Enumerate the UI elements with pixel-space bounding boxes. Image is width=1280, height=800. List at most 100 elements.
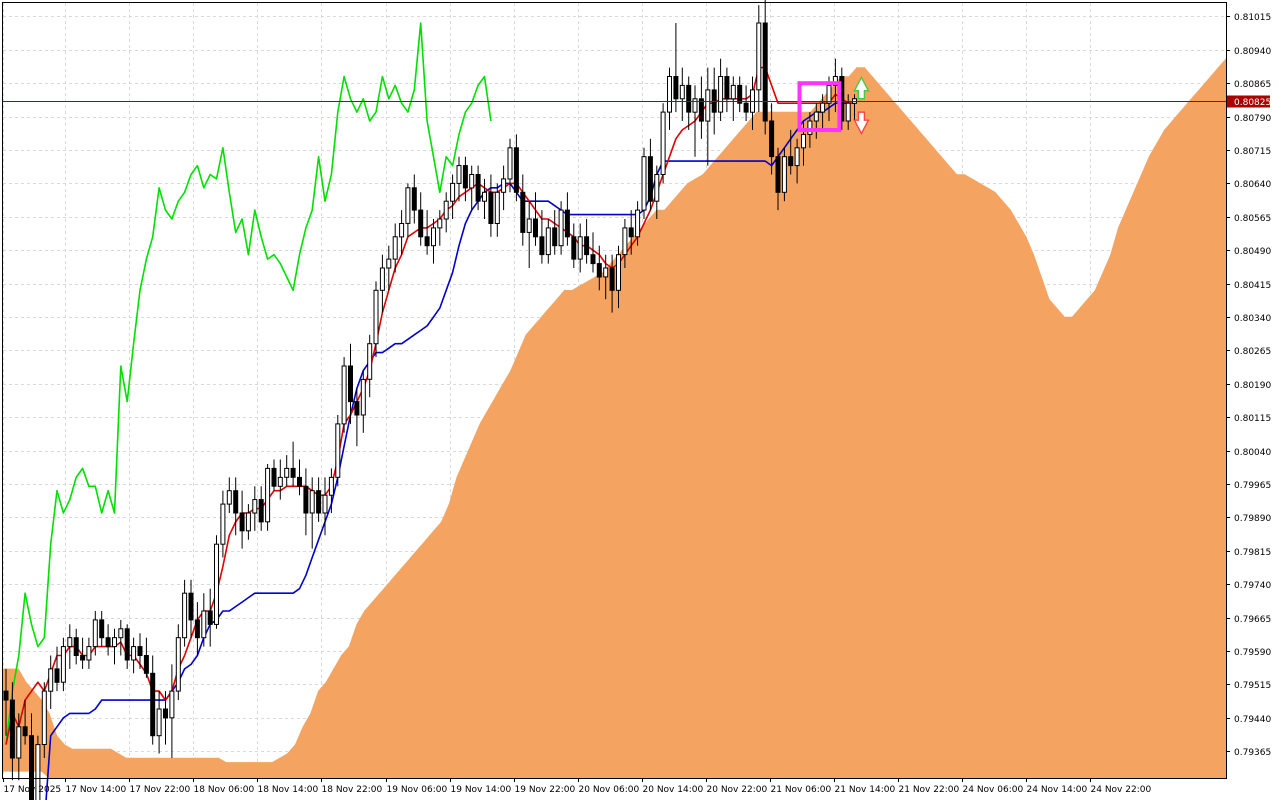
candle-body	[801, 133, 806, 149]
cloud-segment-bullish	[333, 654, 342, 779]
bullish-candle	[405, 183, 411, 237]
bearish-candle	[769, 103, 775, 175]
bearish-candle	[348, 343, 353, 424]
price-axis[interactable]: 0.81015 0.80940 0.80865 0.80790 0.80715 0.806…	[1226, 13, 1271, 758]
candle-body	[143, 655, 149, 674]
bullish-candle	[437, 210, 443, 246]
bullish-candle	[545, 219, 551, 264]
candle-body	[328, 476, 334, 496]
cloud-segment-bullish	[756, 111, 765, 779]
bullish-candle	[730, 76, 736, 121]
y-tick-label: 0.79440	[1234, 715, 1271, 725]
cloud-segment-bullish	[379, 583, 388, 779]
bearish-candle	[596, 245, 602, 291]
cloud-segment-bullish	[725, 137, 735, 779]
bearish-candle	[9, 682, 15, 781]
y-tick-label: 0.80790	[1234, 114, 1271, 124]
candle-body	[698, 98, 704, 122]
chikou-span-line	[5, 22, 492, 745]
cloud-segment-bullish	[133, 757, 142, 779]
candle-body	[845, 102, 851, 122]
candle-body	[48, 668, 54, 692]
bullish-candle	[226, 477, 232, 513]
bullish-candle	[341, 357, 347, 433]
candle-body	[3, 690, 9, 701]
cloud-segment-bullish	[764, 111, 773, 779]
bullish-candle	[92, 611, 98, 656]
bearish-candle	[271, 459, 277, 491]
bullish-candle	[367, 334, 373, 398]
cloud-segment-bullish	[956, 174, 965, 779]
bearish-candle	[150, 655, 156, 745]
bullish-candle	[820, 94, 826, 130]
candle-body	[150, 672, 156, 737]
cloud-segment-bullish	[625, 235, 635, 779]
candle-body	[679, 84, 685, 100]
candle-body	[348, 365, 353, 403]
cloud-segment-bullish	[1133, 174, 1142, 779]
bearish-candle	[54, 646, 60, 692]
bullish-candle	[399, 210, 405, 255]
bullish-candle	[169, 664, 175, 758]
candle-body	[737, 84, 743, 104]
candle-body	[309, 490, 315, 514]
bearish-candle	[290, 441, 296, 487]
bearish-candle	[686, 76, 692, 130]
cloud-segment-bullish	[733, 129, 742, 779]
bullish-candle	[526, 201, 532, 268]
cloud-segment-bullish	[148, 757, 158, 779]
candle-body	[437, 218, 443, 229]
cloud-segment-bullish	[187, 757, 196, 779]
cloud-segment-bullish	[856, 67, 865, 779]
candle-body	[462, 165, 468, 189]
cloud-segment-bullish	[1179, 102, 1188, 779]
candle-body	[813, 111, 819, 122]
bullish-candle	[245, 504, 251, 540]
cloud-segment-bullish	[794, 111, 804, 779]
candle-body	[571, 236, 577, 260]
bullish-candle	[813, 103, 819, 139]
cloud-segment-bullish	[948, 164, 958, 779]
time-axis[interactable]: 17 Nov 2025 17 Nov 14:00 17 Nov 22:00 18 No…	[3, 778, 1152, 795]
x-tick-label: 17 Nov 14:00	[66, 785, 127, 795]
bullish-candle	[309, 477, 315, 549]
y-tick-label: 0.80415	[1234, 281, 1271, 291]
bullish-candle	[832, 58, 838, 113]
y-tick-label: 0.80490	[1234, 247, 1271, 257]
candle-body	[156, 708, 162, 737]
bearish-candle	[143, 637, 149, 678]
cloud-segment-bullish	[418, 538, 427, 779]
candle-body	[488, 191, 494, 225]
bearish-candle	[354, 388, 360, 447]
candle-body	[86, 646, 92, 661]
bearish-candle	[609, 254, 615, 313]
candle-body	[686, 84, 692, 113]
candle-body	[258, 499, 264, 523]
cloud-segment-bullish	[864, 66, 873, 779]
x-tick-label: 18 Nov 06:00	[194, 785, 255, 795]
bullish-candle	[35, 735, 41, 800]
cloud-segment-bullish	[594, 271, 604, 779]
candle-body	[277, 476, 283, 487]
x-tick-label: 21 Nov 06:00	[771, 785, 832, 795]
candle-body	[494, 191, 500, 225]
candle-body	[724, 76, 730, 100]
candle-body	[303, 485, 309, 514]
bullish-candle	[456, 156, 462, 202]
y-tick-label: 0.79965	[1234, 481, 1271, 491]
cloud-segment-bullish	[702, 164, 711, 779]
candle-body	[188, 592, 194, 621]
candle-body	[245, 512, 251, 532]
bullish-candle	[220, 490, 226, 558]
cloud-segment-bullish	[233, 762, 242, 779]
cloud-segment-bullish	[494, 382, 504, 779]
bullish-candle	[679, 67, 685, 121]
candle-body	[169, 690, 175, 719]
bullish-candle	[265, 464, 271, 531]
bullish-candle	[667, 67, 672, 130]
bullish-candle	[622, 219, 628, 268]
bullish-candle	[845, 94, 851, 130]
candle-body	[29, 735, 34, 800]
candle-body	[781, 156, 787, 193]
cloud-segment-bullish	[125, 757, 135, 779]
